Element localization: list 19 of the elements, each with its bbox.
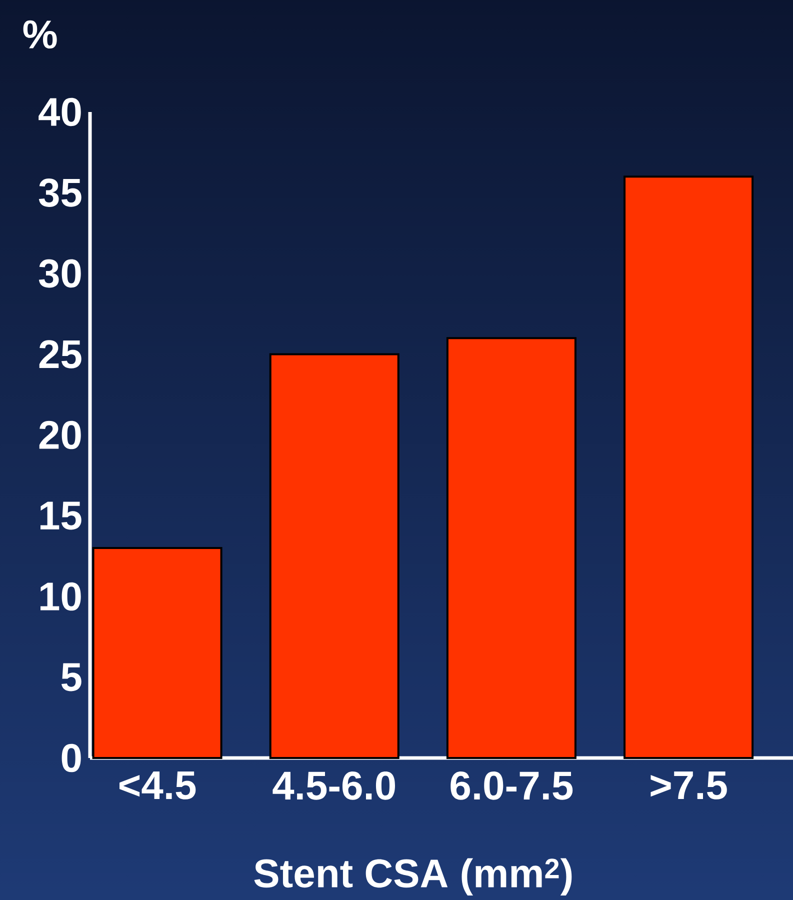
y-tick-label: 10 <box>40 582 81 611</box>
x-tick-label: >7.5 <box>650 772 727 800</box>
y-axis-title: % <box>23 20 57 49</box>
y-tick-label: 35 <box>38 178 82 207</box>
y-tick-label: 15 <box>40 502 82 530</box>
bar <box>624 176 754 759</box>
y-tick-label: 40 <box>38 98 81 126</box>
y-tick-label: 5 <box>61 663 82 692</box>
x-axis-title: Stent CSA (mm$^{2}$) <box>254 858 572 896</box>
x-tick-label: <4.5 <box>119 772 196 800</box>
y-tick-label: 30 <box>38 259 81 288</box>
bar <box>92 547 222 759</box>
x-tick-label: 6.0-7.5 <box>450 772 573 800</box>
y-tick-label: 0 <box>62 744 81 772</box>
bar <box>269 353 400 759</box>
y-tick-label: 25 <box>39 340 82 368</box>
y-tick-label: 20 <box>39 420 81 450</box>
x-tick-label: 4.5-6.0 <box>272 772 395 800</box>
bar <box>446 337 576 759</box>
